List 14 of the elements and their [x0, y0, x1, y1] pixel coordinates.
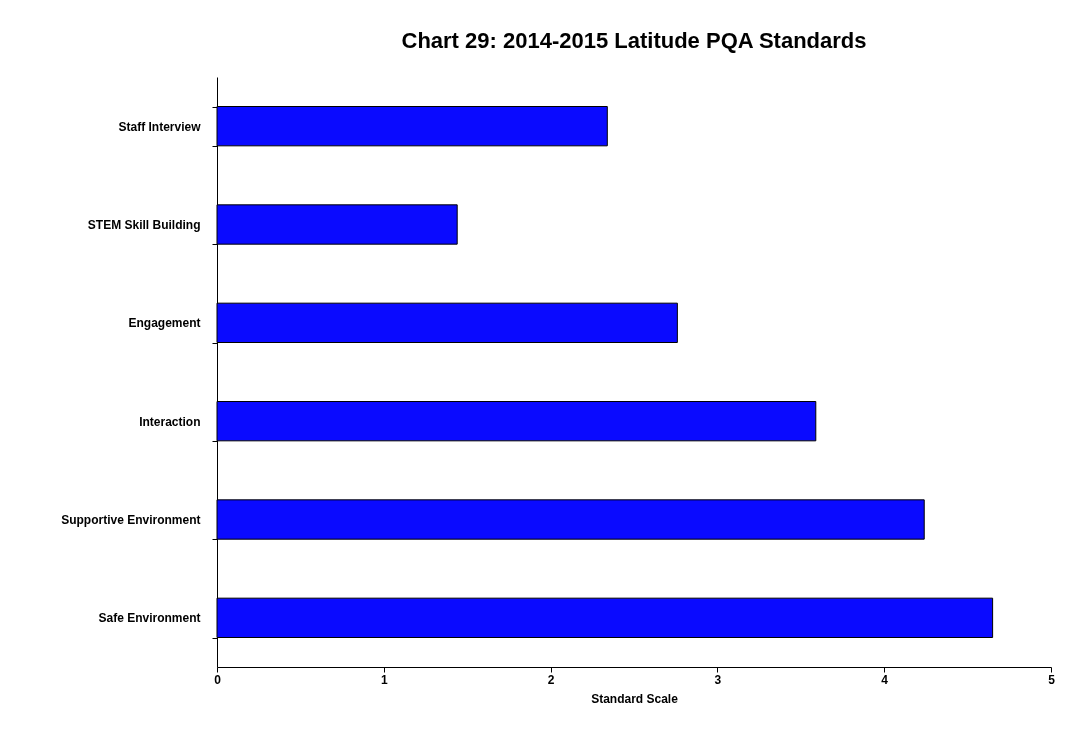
- y-tick-label: Supportive Environment: [61, 513, 201, 527]
- x-tick-label: 2: [547, 672, 555, 687]
- x-axis-title: Standard Scale: [591, 691, 679, 706]
- y-tick-label: Interaction: [139, 414, 201, 429]
- x-tick-label: 3: [714, 672, 722, 687]
- y-tick-label: Engagement: [128, 316, 201, 331]
- x-tick-label: 1: [380, 672, 388, 687]
- x-tick-label: 4: [881, 672, 889, 687]
- y-tick-label: Staff Interview: [118, 119, 202, 134]
- y-tick-label: Safe Environment: [98, 611, 201, 626]
- y-tick-label: STEM Skill Building: [87, 218, 201, 232]
- x-tick-label: 0: [214, 672, 222, 687]
- x-tick-label: 5: [1048, 672, 1056, 687]
- chart-title: Chart 29: 2014-2015 Latitude PQA Standards: [401, 28, 867, 53]
